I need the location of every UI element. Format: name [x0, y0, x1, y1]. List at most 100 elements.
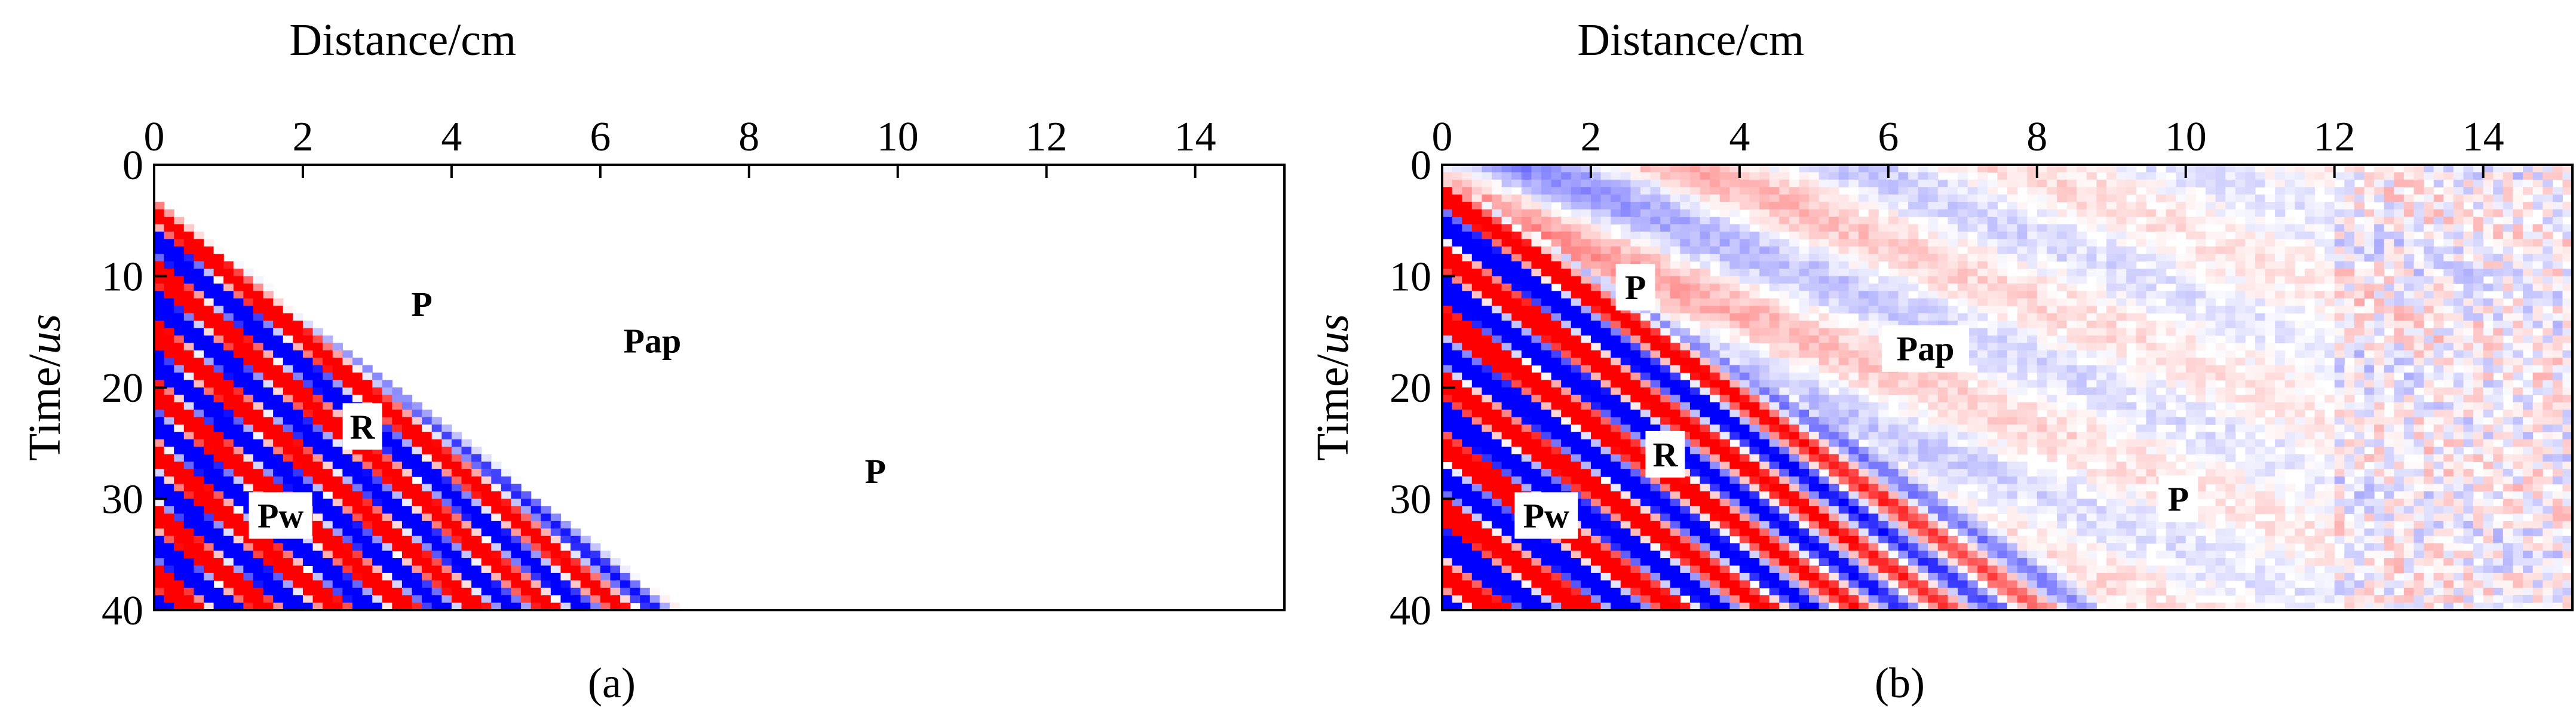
heatmap-cell	[342, 469, 353, 477]
heatmap-cell	[1482, 365, 1492, 373]
heatmap-cell	[1571, 387, 1581, 396]
heatmap-cell	[1898, 276, 1909, 284]
heatmap-cell	[2037, 165, 2047, 173]
heatmap-cell	[1918, 254, 1928, 262]
heatmap-cell	[1581, 217, 1591, 225]
heatmap-cell	[1630, 417, 1641, 425]
heatmap-cell	[1818, 328, 1829, 336]
heatmap-cell	[352, 521, 363, 529]
heatmap-cell	[273, 573, 284, 581]
heatmap-cell	[1859, 165, 1869, 173]
heatmap-cell	[253, 573, 264, 581]
heatmap-cell	[1581, 476, 1591, 485]
heatmap-cell	[154, 321, 165, 329]
heatmap-cell	[1928, 194, 1939, 202]
heatmap-cell	[1789, 580, 1800, 589]
heatmap-cell	[263, 395, 274, 403]
heatmap-cell	[541, 602, 551, 611]
heatmap-cell	[610, 580, 621, 589]
heatmap-cell	[1482, 328, 1492, 336]
heatmap-cell	[422, 461, 433, 470]
heatmap-cell	[362, 395, 373, 403]
heatmap-cell	[412, 587, 422, 596]
heatmap-cell	[223, 432, 234, 440]
heatmap-cell	[560, 550, 571, 559]
heatmap-cell	[1590, 276, 1602, 284]
heatmap-cell	[1958, 172, 1968, 180]
heatmap-cell	[1719, 179, 1730, 187]
heatmap-cell	[1799, 417, 1810, 425]
heatmap-cell	[1630, 476, 1641, 485]
heatmap-cell	[1987, 269, 1998, 277]
heatmap-cell	[1859, 528, 1869, 537]
heatmap-cell	[392, 469, 403, 477]
heatmap-cell	[600, 587, 611, 596]
heatmap-cell	[1818, 313, 1829, 321]
heatmap-cell	[1689, 202, 1701, 210]
heatmap-cell	[1918, 558, 1928, 566]
heatmap-cell	[293, 476, 303, 485]
heatmap-cell	[1700, 498, 1710, 507]
heatmap-cell	[203, 291, 214, 299]
heatmap-cell	[194, 291, 204, 299]
heatmap-cell	[1948, 587, 1958, 596]
heatmap-cell	[1898, 491, 1909, 500]
heatmap-cell	[273, 402, 284, 410]
heatmap-cell	[233, 387, 244, 396]
heatmap-cell	[1501, 306, 1512, 314]
x-tick-label: 10	[877, 114, 919, 160]
heatmap-cell	[1531, 283, 1542, 291]
heatmap-cell	[263, 365, 274, 373]
heatmap-cell	[1759, 410, 1770, 418]
heatmap-cell	[1689, 491, 1701, 500]
heatmap-cell	[422, 417, 433, 425]
heatmap-cell	[1600, 291, 1611, 299]
heatmap-cell	[530, 565, 541, 574]
heatmap-cell	[1442, 454, 1453, 462]
heatmap-cell	[223, 506, 234, 514]
heatmap-cell	[1611, 254, 1621, 262]
heatmap-cell	[1848, 179, 1859, 187]
heatmap-cell	[233, 528, 244, 537]
heatmap-cell	[530, 558, 541, 566]
heatmap-cell	[283, 358, 293, 366]
heatmap-cell	[1650, 587, 1661, 596]
heatmap-cell	[164, 298, 174, 306]
heatmap-cell	[530, 528, 541, 537]
heatmap-cell	[1462, 469, 1473, 477]
heatmap-cell	[412, 550, 422, 559]
heatmap-cell	[1759, 454, 1770, 462]
heatmap-cell	[323, 587, 333, 596]
heatmap-cell	[590, 550, 601, 559]
heatmap-cell	[1937, 224, 1949, 232]
heatmap-cell	[1818, 536, 1829, 544]
heatmap-cell	[352, 476, 363, 485]
heatmap-cell	[283, 484, 293, 492]
heatmap-cell	[1551, 410, 1562, 418]
heatmap-cell	[154, 506, 165, 514]
heatmap-cell	[1967, 298, 1978, 306]
heatmap-cell	[1670, 358, 1680, 366]
heatmap-cell	[1789, 224, 1800, 232]
heatmap-cell	[1660, 276, 1671, 284]
heatmap-cell	[1710, 202, 1721, 210]
heatmap-cell	[1680, 254, 1691, 262]
heatmap-cell	[253, 410, 264, 418]
heatmap-cell	[1670, 269, 1680, 277]
heatmap-cell	[1630, 558, 1641, 566]
heatmap-cell	[1452, 365, 1462, 373]
heatmap-cell	[1878, 550, 1889, 559]
heatmap-cell	[1749, 380, 1760, 388]
heatmap-cell	[2027, 321, 2038, 329]
heatmap-cell	[1482, 402, 1492, 410]
heatmap-cell	[1719, 291, 1730, 299]
heatmap-cell	[1829, 187, 1839, 195]
heatmap-cell	[1611, 454, 1621, 462]
heatmap-cell	[1918, 373, 1928, 381]
heatmap-cell	[1809, 283, 1820, 291]
heatmap-cell	[1581, 395, 1591, 403]
annotation-text: R	[350, 407, 376, 446]
heatmap-cell	[1521, 602, 1532, 611]
heatmap-cell	[154, 387, 165, 396]
heatmap-cell	[1977, 595, 1988, 604]
